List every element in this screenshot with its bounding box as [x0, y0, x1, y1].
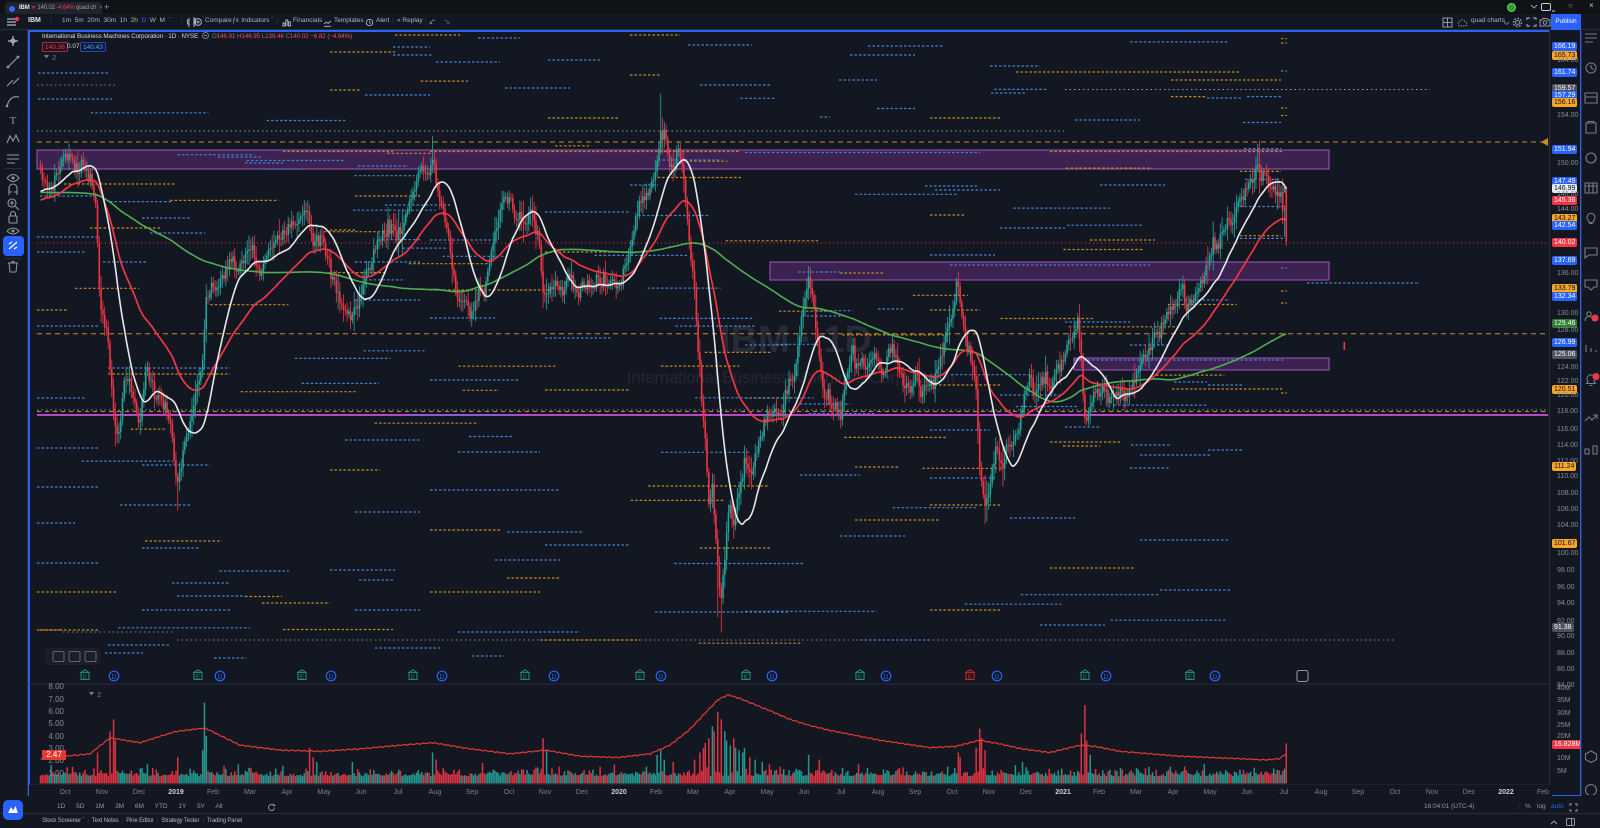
svg-text:7.00: 7.00	[48, 695, 64, 704]
svg-text:E: E	[638, 674, 643, 681]
svg-text:E: E	[968, 674, 973, 681]
svg-text:E: E	[744, 674, 749, 681]
svg-text:E: E	[300, 674, 305, 681]
svg-text:IBM · 1D: IBM · 1D	[720, 319, 872, 361]
svg-text:2.47: 2.47	[46, 750, 62, 759]
svg-text:E: E	[523, 674, 528, 681]
svg-text:D: D	[440, 674, 445, 681]
svg-text:D: D	[218, 674, 223, 681]
svg-text:3.00: 3.00	[48, 744, 64, 753]
svg-text:E: E	[858, 674, 863, 681]
svg-text:1.00: 1.00	[48, 769, 64, 778]
svg-text:D: D	[884, 674, 889, 681]
svg-text:5.00: 5.00	[48, 719, 64, 728]
svg-text:D: D	[552, 674, 557, 681]
svg-text:E: E	[1188, 674, 1193, 681]
svg-text:E: E	[83, 674, 88, 681]
svg-text:8.00: 8.00	[48, 682, 64, 691]
svg-text:6.00: 6.00	[48, 707, 64, 716]
svg-text:T: T	[10, 115, 17, 127]
svg-text:2.00: 2.00	[48, 756, 64, 765]
svg-text:D: D	[995, 674, 1000, 681]
svg-text:4.00: 4.00	[48, 732, 64, 741]
svg-text:D: D	[112, 674, 117, 681]
svg-text:D: D	[329, 674, 334, 681]
svg-text:2: 2	[52, 53, 56, 62]
svg-text:E: E	[196, 674, 201, 681]
svg-text:D: D	[1213, 674, 1218, 681]
svg-text:D: D	[1104, 674, 1109, 681]
svg-text:D: D	[659, 674, 664, 681]
svg-text:D: D	[770, 674, 775, 681]
svg-text:2: 2	[97, 690, 101, 699]
svg-text:E: E	[411, 674, 416, 681]
svg-text:E: E	[1083, 674, 1088, 681]
